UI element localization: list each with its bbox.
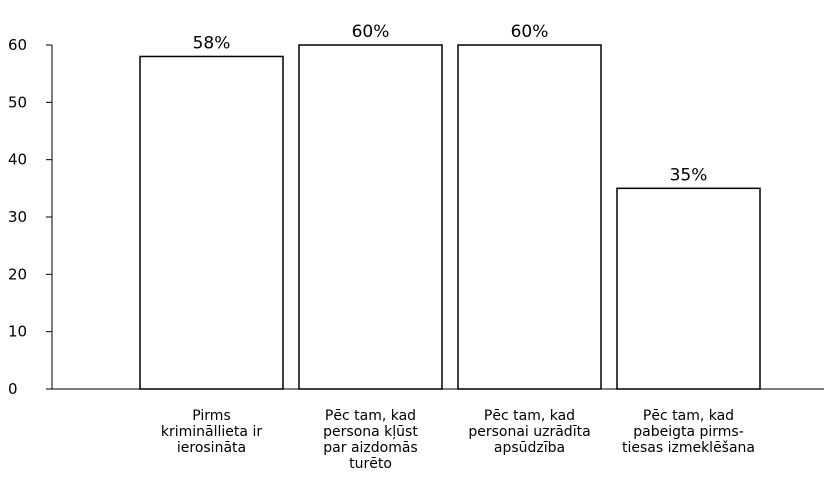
labels: 58% Pirms krimināllieta ir ierosināta 60% Pēc… [161,22,755,472]
category-label: Pirms krimināllieta ir ierosināta [161,408,262,456]
bar [298,44,443,390]
bar [139,55,284,390]
data-label: 60% [352,22,390,42]
y-tick-label: 10 [8,323,27,341]
y-tick-label: 0 [8,380,18,398]
y-tick-label: 50 [8,93,27,111]
y-tick-label: 40 [8,151,27,169]
y-tick-label: 30 [8,208,27,226]
data-label: 60% [511,22,549,42]
y-tick-label: 20 [8,265,27,283]
y-tick-label: 60 [8,36,27,54]
data-label: 58% [193,33,231,53]
category-label: Pēc tam, kad persona kļūst par aizdomās tur… [323,408,418,472]
category-label: Pēc tam, kad pabeigta pirms-tiesas izmekl… [622,408,755,456]
bar [616,187,761,390]
data-label: 35% [670,165,708,185]
category-label: Pēc tam, kad personai uzrādīta apsūdzība [468,408,590,456]
bar [457,44,602,390]
bars [139,44,761,390]
